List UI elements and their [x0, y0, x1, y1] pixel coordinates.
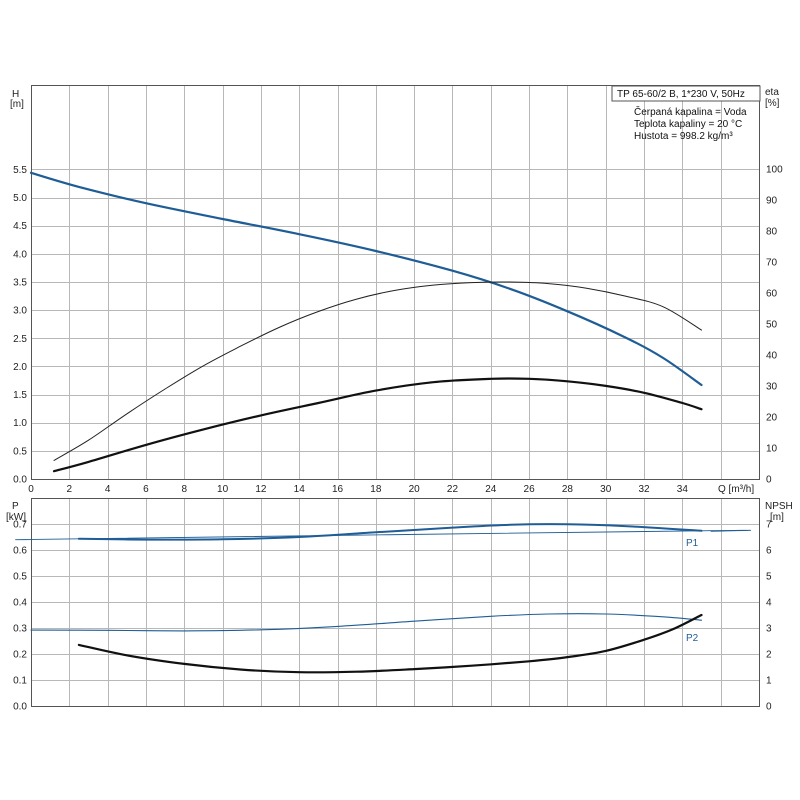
x-tick-label: 16 — [332, 484, 344, 495]
head-panel-frame — [31, 85, 760, 480]
y-left-tick-label: 0.1 — [13, 676, 27, 687]
x-tick-label: 18 — [370, 484, 382, 495]
y-right-tick-label: 70 — [766, 257, 778, 268]
p1-curve-label: P1 — [686, 538, 699, 549]
y-right-tick-label: 30 — [766, 381, 778, 392]
x-tick-label: 22 — [447, 484, 459, 495]
y-left-tick-label: 0.6 — [13, 546, 27, 557]
x-tick-label: 14 — [294, 484, 306, 495]
y-right-tick-label: 0 — [766, 702, 772, 713]
x-tick-label: 28 — [562, 484, 574, 495]
y-left-tick-label: 0.5 — [13, 572, 27, 583]
y-right-tick-label: 40 — [766, 350, 778, 361]
x-tick-label: 30 — [600, 484, 612, 495]
curve-power-panel-2 — [30, 613, 703, 632]
curve-power-panel-3 — [77, 613, 703, 674]
p2-curve-label: P2 — [686, 633, 699, 644]
curve-power-panel-1 — [15, 529, 751, 541]
y-right-tick-label: 100 — [766, 164, 783, 175]
y-right-tick-label: 60 — [766, 288, 778, 299]
x-tick-label: 24 — [485, 484, 497, 495]
y-left-tick-label: 0.0 — [13, 475, 27, 486]
y-left-tick-label: 0.7 — [13, 520, 27, 531]
info-pump-model: TP 65-60/2 B, 1*230 V, 50Hz — [617, 89, 745, 100]
p-axis-label: P — [12, 501, 19, 512]
y-left-tick-label: 0.5 — [13, 446, 27, 457]
x-tick-label: 10 — [217, 484, 229, 495]
x-tick-label: 8 — [181, 484, 187, 495]
curve-layer — [15, 171, 751, 674]
y-left-tick-label: 1.5 — [13, 390, 27, 401]
info-density: Hustota = 998.2 kg/m³ — [634, 131, 733, 142]
x-tick-label: 6 — [143, 484, 149, 495]
y-left-tick-label: 2.5 — [13, 334, 27, 345]
y-left-tick-label: 2.0 — [13, 362, 27, 373]
x-tick-label: 20 — [409, 484, 421, 495]
npsh-axis-label: NPSH — [765, 501, 793, 512]
grid-layer — [31, 85, 760, 707]
power-panel-frame — [31, 498, 760, 707]
y-left-tick-label: 0.0 — [13, 702, 27, 713]
x-tick-label: 26 — [524, 484, 536, 495]
p-axis-unit: [kW] — [6, 512, 26, 523]
h-axis-label: H — [12, 89, 19, 100]
y-right-tick-label: 6 — [766, 546, 772, 557]
y-right-tick-label: 0 — [766, 475, 772, 486]
curve-head-panel-2 — [53, 281, 702, 461]
y-left-tick-label: 5.0 — [13, 193, 27, 204]
y-left-tick-label: 0.4 — [13, 598, 27, 609]
q-axis-label: Q [m³/h] — [718, 484, 754, 495]
eta-axis-label: eta — [765, 87, 779, 98]
y-left-tick-label: 5.5 — [13, 165, 27, 176]
y-left-tick-label: 4.0 — [13, 249, 27, 260]
y-right-tick-label: 1 — [766, 676, 772, 687]
x-tick-label: 4 — [105, 484, 111, 495]
y-right-tick-label: 4 — [766, 598, 772, 609]
x-tick-label: 32 — [638, 484, 650, 495]
y-right-tick-label: 80 — [766, 226, 778, 237]
y-left-tick-label: 1.0 — [13, 418, 27, 429]
info-temperature: Teplota kapaliny = 20 °C — [634, 119, 742, 130]
x-tick-label: 34 — [677, 484, 689, 495]
curve-head-panel-1 — [30, 172, 80, 188]
x-tick-label: 0 — [28, 484, 34, 495]
curve-head-panel-0 — [29, 171, 703, 387]
y-right-tick-label: 5 — [766, 572, 772, 583]
tick-layer: 0.00.51.01.52.02.53.03.54.04.55.05.50102… — [13, 164, 783, 712]
y-left-tick-label: 4.5 — [13, 221, 27, 232]
h-axis-unit: [m] — [10, 99, 24, 110]
info-liquid: Čerpaná kapalina = Voda — [634, 105, 747, 118]
y-right-tick-label: 50 — [766, 319, 778, 330]
y-right-tick-label: 2 — [766, 650, 772, 661]
y-left-tick-label: 0.2 — [13, 650, 27, 661]
y-right-tick-label: 20 — [766, 412, 778, 423]
x-tick-label: 2 — [67, 484, 73, 495]
y-left-tick-label: 3.5 — [13, 278, 27, 289]
y-right-tick-label: 3 — [766, 624, 772, 635]
x-tick-label: 12 — [255, 484, 267, 495]
y-left-tick-label: 0.3 — [13, 624, 27, 635]
eta-axis-unit: [%] — [765, 98, 780, 109]
curve-head-panel-3 — [52, 377, 703, 473]
info-box-frame — [611, 85, 761, 102]
curve-power-panel-0 — [77, 523, 703, 541]
y-right-tick-label: 7 — [766, 520, 772, 531]
y-right-tick-label: 10 — [766, 443, 778, 454]
npsh-axis-unit: [m] — [770, 512, 784, 523]
y-right-tick-label: 90 — [766, 195, 778, 206]
y-left-tick-label: 3.0 — [13, 306, 27, 317]
